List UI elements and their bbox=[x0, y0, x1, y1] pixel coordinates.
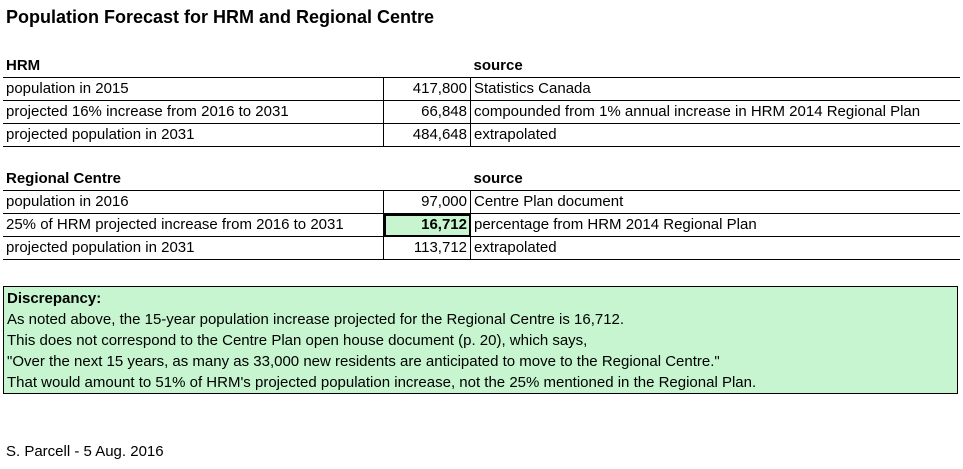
row-label[interactable]: projected 16% increase from 2016 to 2031 bbox=[3, 100, 384, 124]
hrm-source-heading: source bbox=[470, 55, 960, 78]
discrepancy-heading: Discrepancy: bbox=[7, 290, 102, 307]
regional-centre-source-heading: source bbox=[470, 168, 960, 191]
row-source[interactable]: Centre Plan document bbox=[470, 190, 960, 214]
table-row: population in 2015 417,800 Statistics Ca… bbox=[3, 77, 960, 101]
regional-centre-header-row: Regional Centre source bbox=[3, 168, 960, 191]
row-source[interactable]: extrapolated bbox=[470, 123, 960, 147]
regional-centre-value-header bbox=[383, 168, 471, 191]
regional-centre-heading: Regional Centre bbox=[3, 168, 384, 191]
row-label[interactable]: population in 2015 bbox=[3, 77, 384, 101]
highlighted-value-cell[interactable]: 16,712 bbox=[383, 213, 471, 237]
hrm-header-row: HRM source bbox=[3, 55, 960, 78]
hrm-value-header bbox=[383, 55, 471, 78]
discrepancy-line: That would amount to 51% of HRM's projec… bbox=[7, 374, 757, 391]
discrepancy-line: As noted above, the 15-year population i… bbox=[7, 311, 625, 328]
page-title: Population Forecast for HRM and Regional… bbox=[6, 7, 435, 27]
row-label[interactable]: projected population in 2031 bbox=[3, 123, 384, 147]
row-source[interactable]: Statistics Canada bbox=[470, 77, 960, 101]
row-label[interactable]: 25% of HRM projected increase from 2016 … bbox=[3, 213, 384, 237]
hrm-heading: HRM bbox=[3, 55, 384, 78]
discrepancy-note[interactable]: Discrepancy: As noted above, the 15-year… bbox=[3, 286, 958, 394]
table-row: 25% of HRM projected increase from 2016 … bbox=[3, 213, 960, 237]
row-label[interactable]: population in 2016 bbox=[3, 190, 384, 214]
discrepancy-line: "Over the next 15 years, as many as 33,0… bbox=[7, 353, 720, 370]
row-value[interactable]: 97,000 bbox=[383, 190, 471, 214]
discrepancy-line: This does not correspond to the Centre P… bbox=[7, 332, 588, 349]
row-value[interactable]: 113,712 bbox=[383, 236, 471, 260]
row-value[interactable]: 484,648 bbox=[383, 123, 471, 147]
row-source[interactable]: extrapolated bbox=[470, 236, 960, 260]
table-row: projected population in 2031 484,648 ext… bbox=[3, 123, 960, 147]
row-value[interactable]: 417,800 bbox=[383, 77, 471, 101]
table-row: projected 16% increase from 2016 to 2031… bbox=[3, 100, 960, 124]
hrm-table: HRM source population in 2015 417,800 St… bbox=[3, 55, 960, 147]
regional-centre-table: Regional Centre source population in 201… bbox=[3, 168, 960, 260]
row-source[interactable]: percentage from HRM 2014 Regional Plan bbox=[470, 213, 960, 237]
row-value[interactable]: 66,848 bbox=[383, 100, 471, 124]
author-credit: S. Parcell - 5 Aug. 2016 bbox=[6, 443, 164, 460]
row-source[interactable]: compounded from 1% annual increase in HR… bbox=[470, 100, 960, 124]
table-row: projected population in 2031 113,712 ext… bbox=[3, 236, 960, 260]
row-label[interactable]: projected population in 2031 bbox=[3, 236, 384, 260]
table-row: population in 2016 97,000 Centre Plan do… bbox=[3, 190, 960, 214]
